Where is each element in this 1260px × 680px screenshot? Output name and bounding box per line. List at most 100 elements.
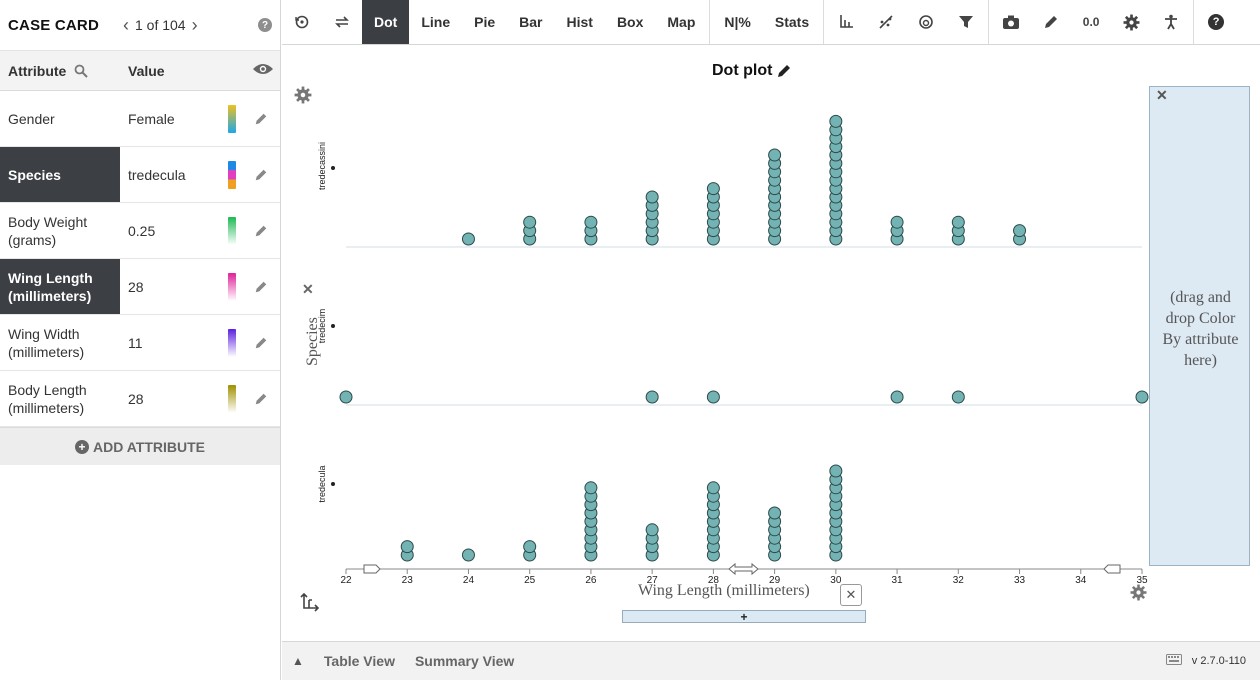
- gear-icon[interactable]: [1111, 0, 1151, 44]
- data-point[interactable]: [706, 390, 720, 404]
- remove-x-attribute-icon[interactable]: ✕: [840, 584, 862, 606]
- summary-view-tab[interactable]: Summary View: [414, 653, 515, 669]
- y-axis-label[interactable]: Species: [304, 317, 321, 366]
- attribute-name[interactable]: Body Weight (grams): [8, 213, 88, 248]
- close-icon[interactable]: ✕: [1156, 87, 1168, 103]
- graph-type-pie-button[interactable]: Pie: [474, 14, 496, 30]
- decimals-icon[interactable]: 0.0: [1082, 15, 1100, 29]
- graph-title[interactable]: Dot plot: [712, 62, 792, 80]
- edit-pencil-icon[interactable]: [250, 91, 272, 146]
- axis-settings-gear-icon[interactable]: [1130, 584, 1147, 606]
- attribute-name[interactable]: Body Length (millimeters): [8, 381, 87, 416]
- data-point[interactable]: [645, 390, 659, 404]
- axis-max-handle[interactable]: [1103, 564, 1121, 574]
- data-point[interactable]: [645, 190, 659, 204]
- data-point[interactable]: [1135, 390, 1149, 404]
- data-point[interactable]: [461, 232, 475, 246]
- attribute-name[interactable]: Wing Width (millimeters): [8, 325, 85, 360]
- edit-pencil-icon[interactable]: [250, 203, 272, 258]
- color-swatch: [228, 385, 236, 413]
- data-point[interactable]: [706, 182, 720, 196]
- data-point[interactable]: [523, 540, 537, 554]
- legend-drop-zone[interactable]: ✕ (drag and drop Color By attribute here…: [1149, 86, 1250, 566]
- graph-type-stats-button[interactable]: Stats: [774, 14, 810, 30]
- data-point[interactable]: [706, 481, 720, 495]
- category-tick: [331, 324, 335, 328]
- axis-swap-icon[interactable]: [300, 592, 320, 617]
- x-axis-label[interactable]: Wing Length (millimeters): [638, 582, 810, 599]
- graph-type-dot-button[interactable]: Dot: [362, 0, 410, 44]
- data-point[interactable]: [829, 114, 843, 128]
- attribute-row[interactable]: Wing Width (millimeters) 11: [0, 315, 280, 371]
- data-point[interactable]: [768, 148, 782, 162]
- attribute-row[interactable]: Body Weight (grams) 0.25: [0, 203, 280, 259]
- graph-type-n-button[interactable]: N|%: [724, 14, 751, 30]
- edit-pencil-icon[interactable]: [250, 371, 272, 426]
- data-point[interactable]: [584, 481, 598, 495]
- chevron-left-icon[interactable]: ‹: [122, 14, 129, 35]
- attribute-value[interactable]: tredecula: [128, 166, 186, 183]
- data-point[interactable]: [829, 464, 843, 478]
- add-attribute-button[interactable]: + ADD ATTRIBUTE: [0, 427, 280, 465]
- axis-drag-handle[interactable]: [728, 562, 759, 576]
- camera-icon[interactable]: [991, 0, 1031, 44]
- help-icon[interactable]: ?: [1196, 0, 1236, 44]
- data-point[interactable]: [890, 215, 904, 229]
- attribute-value[interactable]: 28: [128, 278, 144, 295]
- edit-pencil-icon[interactable]: [250, 315, 272, 370]
- axis-min-handle[interactable]: [363, 564, 381, 574]
- attribute-row[interactable]: Gender Female: [0, 91, 280, 147]
- filter-icon[interactable]: [946, 0, 986, 44]
- attribute-row[interactable]: Wing Length (millimeters) 28: [0, 259, 280, 315]
- data-point[interactable]: [645, 523, 659, 537]
- help-icon[interactable]: ?: [258, 18, 272, 32]
- eye-icon[interactable]: [252, 62, 280, 79]
- edit-pencil-icon[interactable]: [250, 259, 272, 314]
- attribute-value[interactable]: Female: [128, 110, 175, 127]
- search-icon[interactable]: [74, 64, 89, 78]
- data-point[interactable]: [890, 390, 904, 404]
- axis-scale-icon[interactable]: [826, 0, 866, 44]
- edit-title-pencil-icon[interactable]: [776, 63, 792, 79]
- edit-pencil-icon[interactable]: [250, 147, 272, 202]
- swap-icon[interactable]: [322, 0, 362, 44]
- data-point[interactable]: [523, 215, 537, 229]
- graph-type-buttons: Dot Line Pie Bar Hist Box Map N|% Stats: [362, 0, 821, 44]
- graph-type-bar-button[interactable]: Bar: [519, 14, 543, 30]
- data-point[interactable]: [339, 390, 353, 404]
- data-point[interactable]: [768, 506, 782, 520]
- attribute-value[interactable]: 0.25: [128, 222, 156, 239]
- data-point[interactable]: [951, 390, 965, 404]
- pencil-icon[interactable]: [1031, 0, 1071, 44]
- keyboard-icon[interactable]: [1165, 654, 1182, 668]
- attribute-value[interactable]: 11: [128, 334, 143, 351]
- data-point[interactable]: [951, 215, 965, 229]
- graph-type-hist-button[interactable]: Hist: [566, 14, 593, 30]
- graph-type-line-button[interactable]: Line: [421, 14, 451, 30]
- data-point[interactable]: [584, 215, 598, 229]
- accessibility-icon[interactable]: [1151, 0, 1191, 44]
- graph-type-map-button[interactable]: Map: [667, 14, 696, 30]
- graph-type-box-button[interactable]: Box: [616, 14, 644, 30]
- data-point[interactable]: [400, 540, 414, 554]
- case-count: 1 of 104: [134, 17, 186, 33]
- plot-settings-gear-icon[interactable]: [294, 86, 312, 109]
- attribute-row[interactable]: Body Length (millimeters) 28: [0, 371, 280, 427]
- data-point[interactable]: [461, 548, 475, 562]
- dot-plot[interactable]: tredecassini tredecim tredecula 22 23 24 25 26 2…: [282, 46, 1260, 640]
- attribute-name[interactable]: Wing Length (millimeters): [0, 259, 120, 314]
- remove-y-attribute-icon[interactable]: ✕: [302, 281, 314, 297]
- rescale-icon[interactable]: [282, 0, 322, 44]
- attribute-name[interactable]: Species: [0, 147, 120, 202]
- x-axis-drop-zone[interactable]: +: [622, 610, 866, 624]
- ring-icon[interactable]: [906, 0, 946, 44]
- attribute-row[interactable]: Species tredecula: [0, 147, 280, 203]
- trend-icon[interactable]: [866, 0, 906, 44]
- data-point[interactable]: [1013, 224, 1027, 238]
- attribute-value[interactable]: 28: [128, 390, 144, 407]
- attribute-name[interactable]: Gender: [8, 110, 55, 127]
- x-axis-tick-label: 34: [1075, 575, 1087, 586]
- table-view-tab[interactable]: Table View: [323, 653, 395, 669]
- chevron-right-icon[interactable]: ›: [191, 14, 198, 35]
- chevron-up-icon[interactable]: ▲: [292, 654, 304, 668]
